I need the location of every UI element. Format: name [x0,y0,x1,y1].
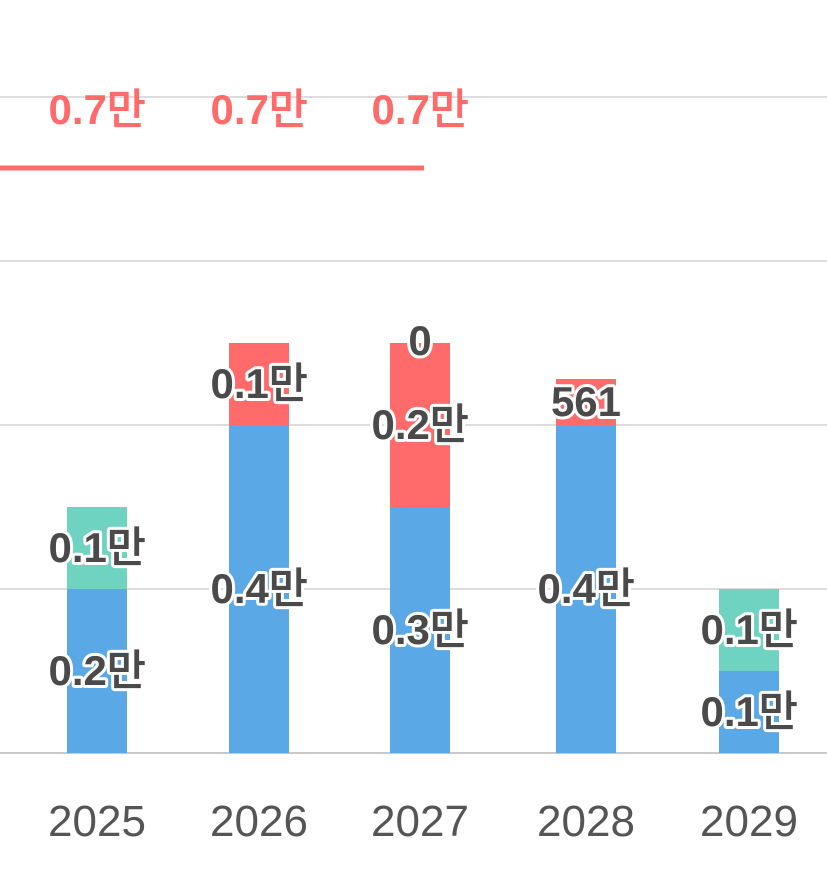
bar-segment [719,589,779,671]
bar-data-label: 0.1만 [700,606,797,653]
bar-data-label: 0.4만 [537,565,634,612]
bar-data-label: 0 [408,317,431,364]
target-line-label: 0.7만 [371,86,468,133]
x-tick-label: 2029 [700,797,798,846]
data-labels: 0.2만 0.1만 0.4만 0.1만 0.3만 0.2만 0 0.4만 561 0.1만 0.1만 [45,314,800,738]
bar-segment [390,507,450,753]
bar-segment [229,425,289,753]
target-line-label: 0.7만 [48,86,145,133]
x-tick-label: 2027 [371,797,469,846]
bar-data-label: 0.1만 [210,360,307,407]
target-line: 0.7만 0.7만 0.7만 [0,86,469,171]
x-tick-label: 2025 [48,797,146,846]
bar-segment [67,507,127,589]
target-line-label: 0.7만 [210,86,307,133]
bars [67,343,779,753]
x-axis-ticks: 2025 2026 2027 2028 2029 [48,797,798,846]
bar-data-label: 0.1만 [700,688,797,735]
bar-data-label: 0.2만 [371,401,468,448]
bar-segment [556,425,616,753]
bar-data-label: 0.2만 [48,647,145,694]
bar-data-label: 0.3만 [371,606,468,653]
bar-segment [390,343,450,507]
bar-segment [67,589,127,753]
x-tick-label: 2028 [537,797,635,846]
bar-data-label: 561 [551,378,621,425]
bar-data-label: 0.1만 [48,524,145,571]
bar-data-label: 0.4만 [210,565,307,612]
bar-segment [229,343,289,425]
x-tick-label: 2026 [210,797,308,846]
bar-segment [556,378,616,425]
bar-segment [719,671,779,753]
